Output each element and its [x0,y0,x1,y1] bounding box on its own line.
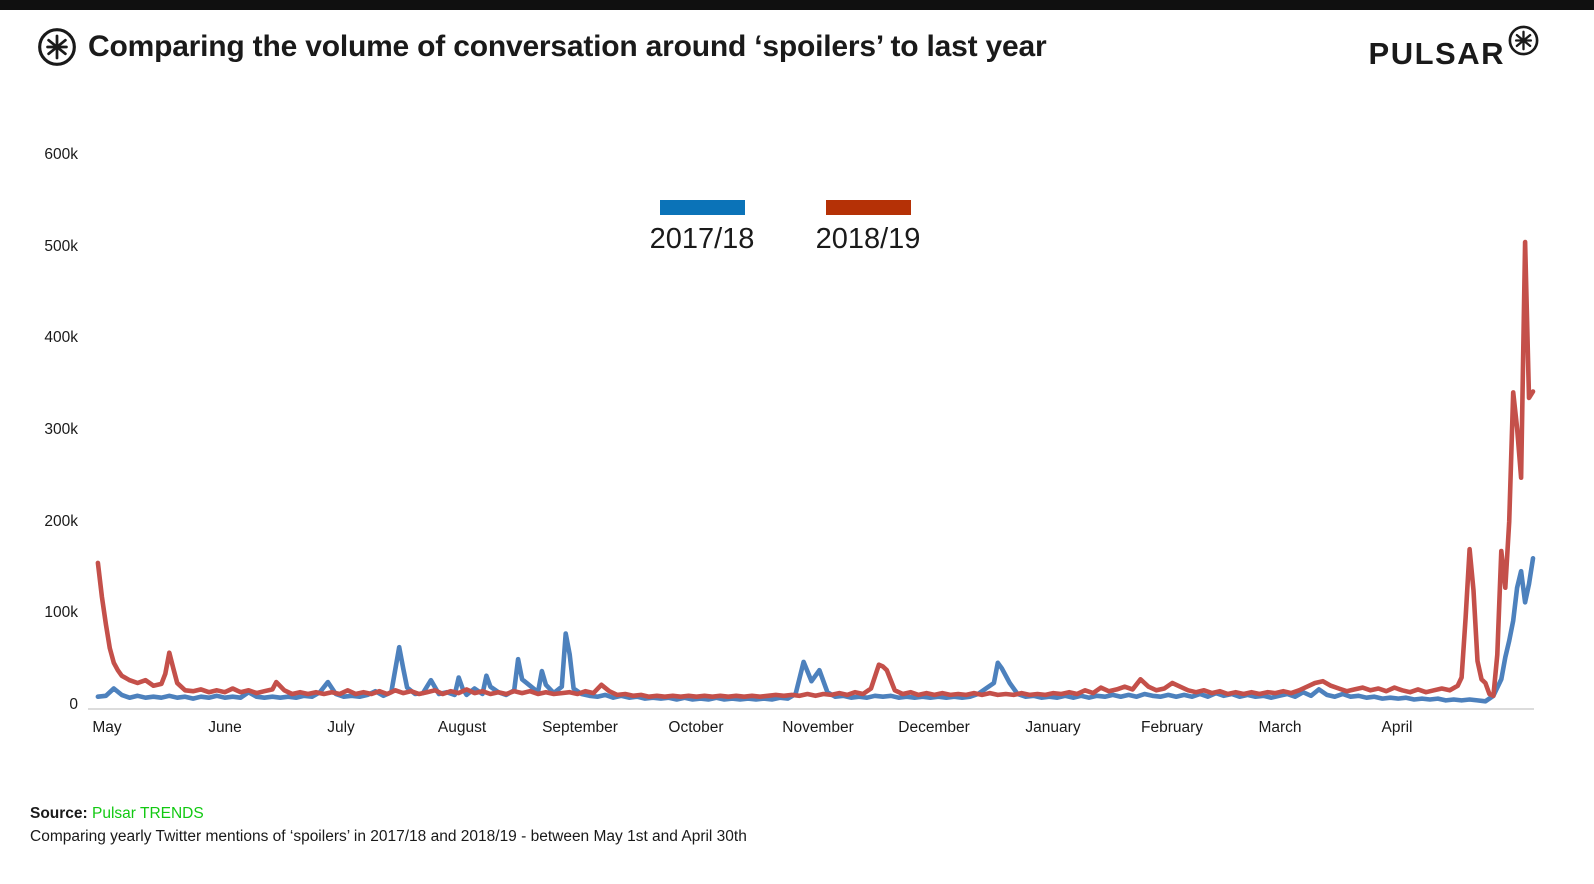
y-tick-label: 500k [44,237,78,255]
y-tick-label: 100k [44,604,78,622]
y-tick-label: 0 [69,696,78,713]
series-line-2018-19 [95,239,1536,700]
y-tick-label: 300k [44,420,78,438]
y-tick-label: 400k [44,329,78,347]
x-tick-label-may: May [92,719,122,736]
x-tick-label-june: June [208,719,242,736]
pulsar-asterisk-icon [1508,25,1539,56]
x-tick-label-november: November [782,719,854,736]
x-tick-label-july: July [327,719,355,736]
x-tick-label-february: February [1140,719,1204,736]
page-title: Comparing the volume of conversation aro… [88,30,1047,63]
x-tick-label-april: April [1381,719,1413,736]
source-label: Source: [30,805,88,822]
chart-description: Comparing yearly Twitter mentions of ‘sp… [30,828,747,845]
pulsar-wordmark: PULSAR [1368,36,1505,71]
footer: Source: Pulsar TRENDS Comparing yearly T… [30,803,747,848]
x-tick-label-march: March [1258,719,1302,736]
y-tick-label: 600k [44,145,78,163]
series-line-2017-18 [95,555,1536,704]
y-tick-label: 200k [44,512,78,530]
x-tick-label-january: January [1025,719,1081,736]
asterisk-circle-icon [38,28,76,66]
top-banner [0,0,1594,10]
source-line: Source: Pulsar TRENDS [30,803,747,825]
pulsar-logo: PULSAR [1369,24,1540,72]
x-tick-label-december: December [898,719,970,736]
source-link: Pulsar TRENDS [92,805,204,822]
header: Comparing the volume of conversation aro… [36,26,1047,68]
x-tick-label-september: September [542,719,618,736]
x-tick-label-august: August [437,719,487,736]
x-tick-label-october: October [668,719,724,736]
